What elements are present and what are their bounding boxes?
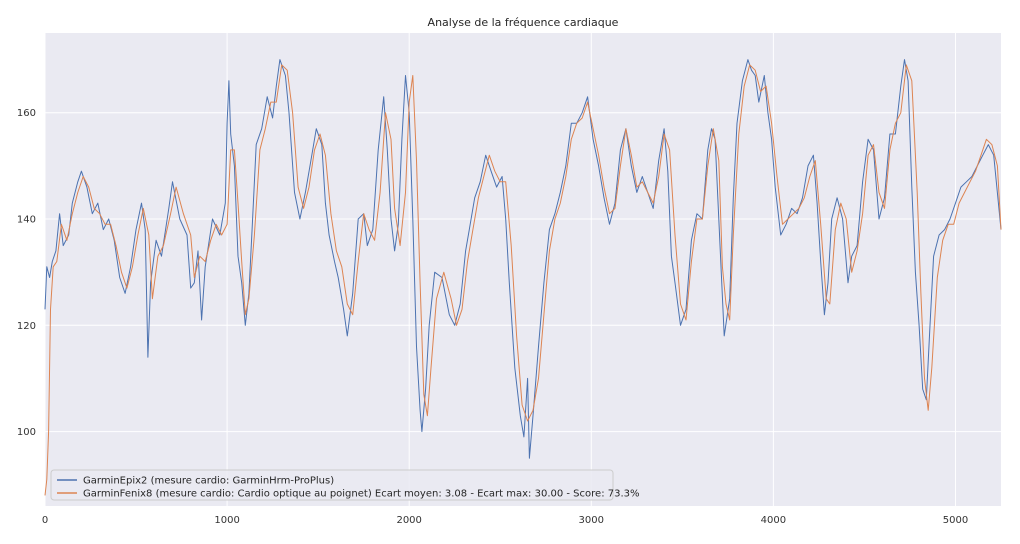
legend-box [50, 469, 614, 501]
legend-label-series-1: GarminEpix2 (mesure cardio: GarminHrm-Pr… [83, 476, 334, 487]
x-tick-label: 1000 [214, 515, 239, 526]
y-tick-label: 160 [17, 108, 36, 119]
tick-labels: 0 1000 2000 3000 4000 5000 100 120 140 160 [17, 108, 968, 526]
x-tick-label: 0 [42, 515, 48, 526]
y-tick-label: 100 [17, 427, 36, 438]
x-tick-label: 2000 [396, 515, 421, 526]
x-tick-label: 5000 [943, 515, 968, 526]
x-tick-label: 3000 [579, 515, 604, 526]
series-lines [44, 59, 1002, 496]
plot-area [45, 33, 1001, 506]
legend: GarminEpix2 (mesure cardio: GarminHrm-Pr… [50, 469, 640, 501]
x-tick-label: 4000 [761, 515, 786, 526]
y-tick-label: 140 [17, 215, 36, 226]
legend-label-series-2: GarminFenix8 (mesure cardio: Cardio opti… [83, 489, 640, 500]
chart-title: Analyse de la fréquence cardiaque [428, 16, 619, 29]
series-line-2 [44, 64, 1002, 496]
y-tick-label: 120 [17, 321, 36, 332]
series-line-1 [44, 59, 1002, 459]
